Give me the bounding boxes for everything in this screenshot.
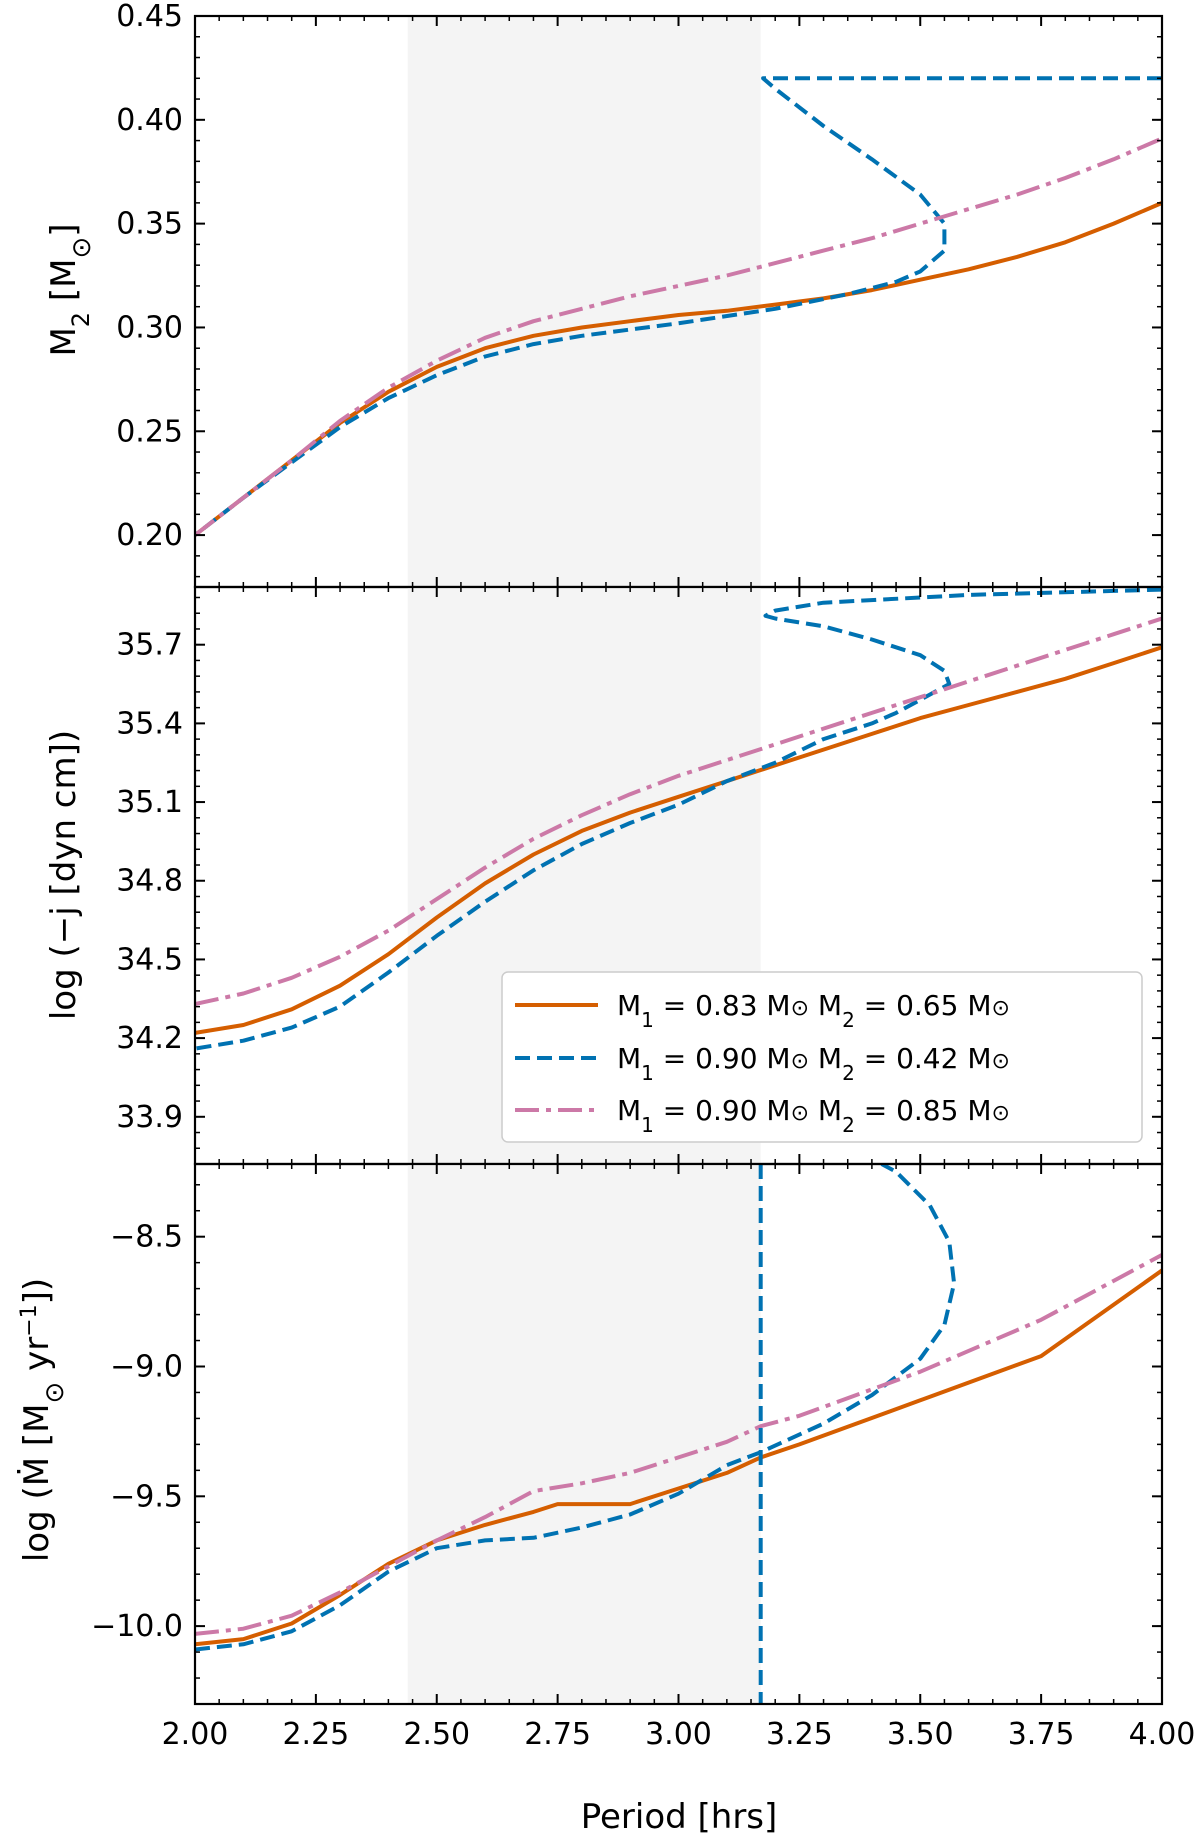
- y-tick-label-mdot: −9.0: [110, 1350, 183, 1385]
- panel-mdot: −10.0 −9.5 −9.0 −8.5: [91, 1162, 1164, 1706]
- x-axis-label: Period [hrs]: [581, 1797, 778, 1835]
- x-tick-label: 3.75: [1008, 1717, 1075, 1752]
- y-tick-label-mass: 0.25: [116, 414, 183, 449]
- series-line-mdot-1: [195, 1268, 1162, 1647]
- x-tick-label: 2.75: [524, 1717, 591, 1752]
- legend: M1 = 0.83 M⊙ M2 = 0.65 M⊙ M1 = 0.90 M⊙ M…: [501, 971, 1143, 1143]
- series-group-mass: [195, 76, 1162, 537]
- series-group-mdot: [195, 1164, 1162, 1704]
- y-tick-label-torque: 35.7: [116, 628, 183, 663]
- y-tick-label-mass: 0.35: [116, 207, 183, 242]
- series-line-torque-2: [195, 587, 1162, 1051]
- axes-frame-mdot: [193, 1162, 1164, 1706]
- y-tick-label-mass: 0.30: [116, 310, 183, 345]
- y-tick-label-torque: 33.9: [116, 1100, 183, 1135]
- series-line-mdot-2: [195, 1164, 957, 1652]
- shaded-band-mdot: [407, 1164, 761, 1704]
- panel-mass: 0.20 0.25 0.30 0.35 0.40 0.45: [116, 0, 1164, 589]
- legend-label-1: M1 = 0.83 M⊙ M2 = 0.65 M⊙: [617, 989, 1010, 1032]
- shaded-band-mass: [407, 16, 761, 587]
- legend-frame: [501, 971, 1143, 1143]
- y-tick-label-mdot: −9.5: [110, 1479, 183, 1514]
- y-tick-label-torque: 34.2: [116, 1021, 183, 1056]
- y-tick-label-mass: 0.45: [116, 0, 183, 34]
- series-line-mdot-3: [195, 1253, 1162, 1636]
- x-tick-label: 2.25: [282, 1717, 349, 1752]
- y-tick-label-torque: 34.5: [116, 942, 183, 977]
- panels-layer: 0.20 0.25 0.30 0.35 0.40 0.45 33.9 34.2 34.5 34.8…: [91, 0, 1195, 1752]
- y-tick-label-torque: 35.1: [116, 785, 183, 820]
- series-group-torque: [195, 587, 1162, 1051]
- y-tick-label-mass: 0.20: [116, 518, 183, 553]
- y-tick-label-mass: 0.40: [116, 103, 183, 138]
- x-tick-label: 3.00: [645, 1717, 712, 1752]
- series-line-torque-3: [195, 616, 1162, 1006]
- y-tick-label-mdot: −8.5: [110, 1220, 183, 1255]
- legend-label-3: M1 = 0.90 M⊙ M2 = 0.85 M⊙: [617, 1094, 1010, 1137]
- y-tick-label-mdot: −10.0: [91, 1609, 183, 1644]
- x-tick-label: 3.50: [887, 1717, 954, 1752]
- y-tick-label-torque: 35.4: [116, 706, 183, 741]
- series-line-mass-1: [195, 201, 1162, 537]
- y-axis-label-mass: M2 [M⊙]: [44, 223, 97, 356]
- legend-label-2: M1 = 0.90 M⊙ M2 = 0.42 M⊙: [617, 1042, 1010, 1085]
- x-tick-label: 4.00: [1129, 1717, 1196, 1752]
- y-tick-label-torque: 34.8: [116, 864, 183, 899]
- series-line-mass-3: [195, 136, 1162, 537]
- y-axis-label-mdot: log (Ṁ [M⊙ yr−1]): [17, 1278, 71, 1562]
- y-axis-label-torque: log (−j̇ [dyn cm]): [44, 730, 84, 1020]
- x-tick-label: 2.50: [403, 1717, 470, 1752]
- series-line-mass-2: [195, 76, 1162, 537]
- x-tick-label: 3.25: [766, 1717, 833, 1752]
- series-line-torque-1: [195, 645, 1162, 1035]
- x-tick-label: 2.00: [162, 1717, 229, 1752]
